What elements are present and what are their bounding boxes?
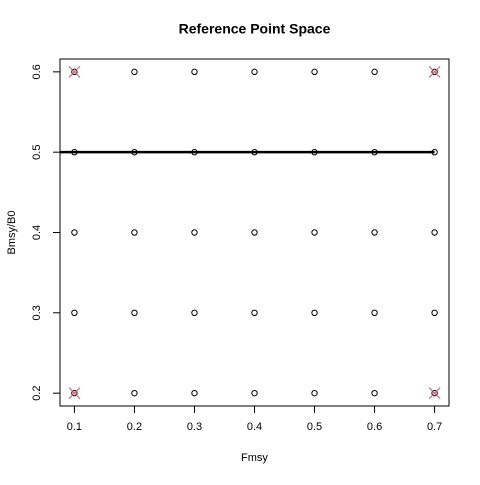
point [251, 389, 258, 397]
point [311, 309, 318, 317]
point [371, 229, 378, 236]
point [371, 309, 378, 317]
point [191, 309, 198, 317]
point [71, 68, 78, 76]
point [371, 389, 378, 397]
cross-point [428, 65, 441, 78]
point [191, 68, 198, 76]
point [251, 309, 258, 317]
point [191, 389, 198, 397]
point [71, 309, 78, 317]
y-tick-label: 0.4 [31, 225, 43, 240]
y-tick-label: 0.3 [31, 305, 43, 320]
cross-point [68, 387, 81, 400]
point [251, 68, 258, 76]
point [131, 309, 138, 317]
point [131, 389, 138, 397]
plot-area [60, 65, 441, 400]
point [431, 309, 438, 317]
x-tick-label: 0.6 [367, 421, 382, 433]
x-tick-label: 0.4 [247, 421, 262, 433]
point [131, 68, 138, 76]
point [311, 229, 318, 236]
y-tick-label: 0.5 [31, 145, 43, 160]
cross-point [428, 387, 441, 400]
x-tick-label: 0.1 [67, 421, 82, 433]
x-tick-label: 0.7 [427, 421, 442, 433]
point [251, 229, 258, 236]
point [131, 229, 138, 236]
point [311, 389, 318, 397]
point [431, 389, 438, 397]
point [371, 68, 378, 76]
point [71, 229, 78, 236]
point [431, 229, 438, 236]
x-tick-label: 0.3 [187, 421, 202, 433]
x-axis-label: Fmsy [241, 452, 268, 464]
point [191, 229, 198, 236]
x-tick-label: 0.5 [307, 421, 322, 433]
chart-title: Reference Point Space [179, 21, 331, 37]
plot-frame [59, 58, 450, 407]
cross-point [68, 65, 81, 78]
y-tick-label: 0.2 [31, 385, 43, 400]
y-axis-label: Bmsy/B0 [6, 210, 18, 254]
point [431, 68, 438, 76]
x-tick-label: 0.2 [127, 421, 142, 433]
y-tick-label: 0.6 [31, 64, 43, 79]
point [311, 68, 318, 76]
point [71, 389, 78, 397]
